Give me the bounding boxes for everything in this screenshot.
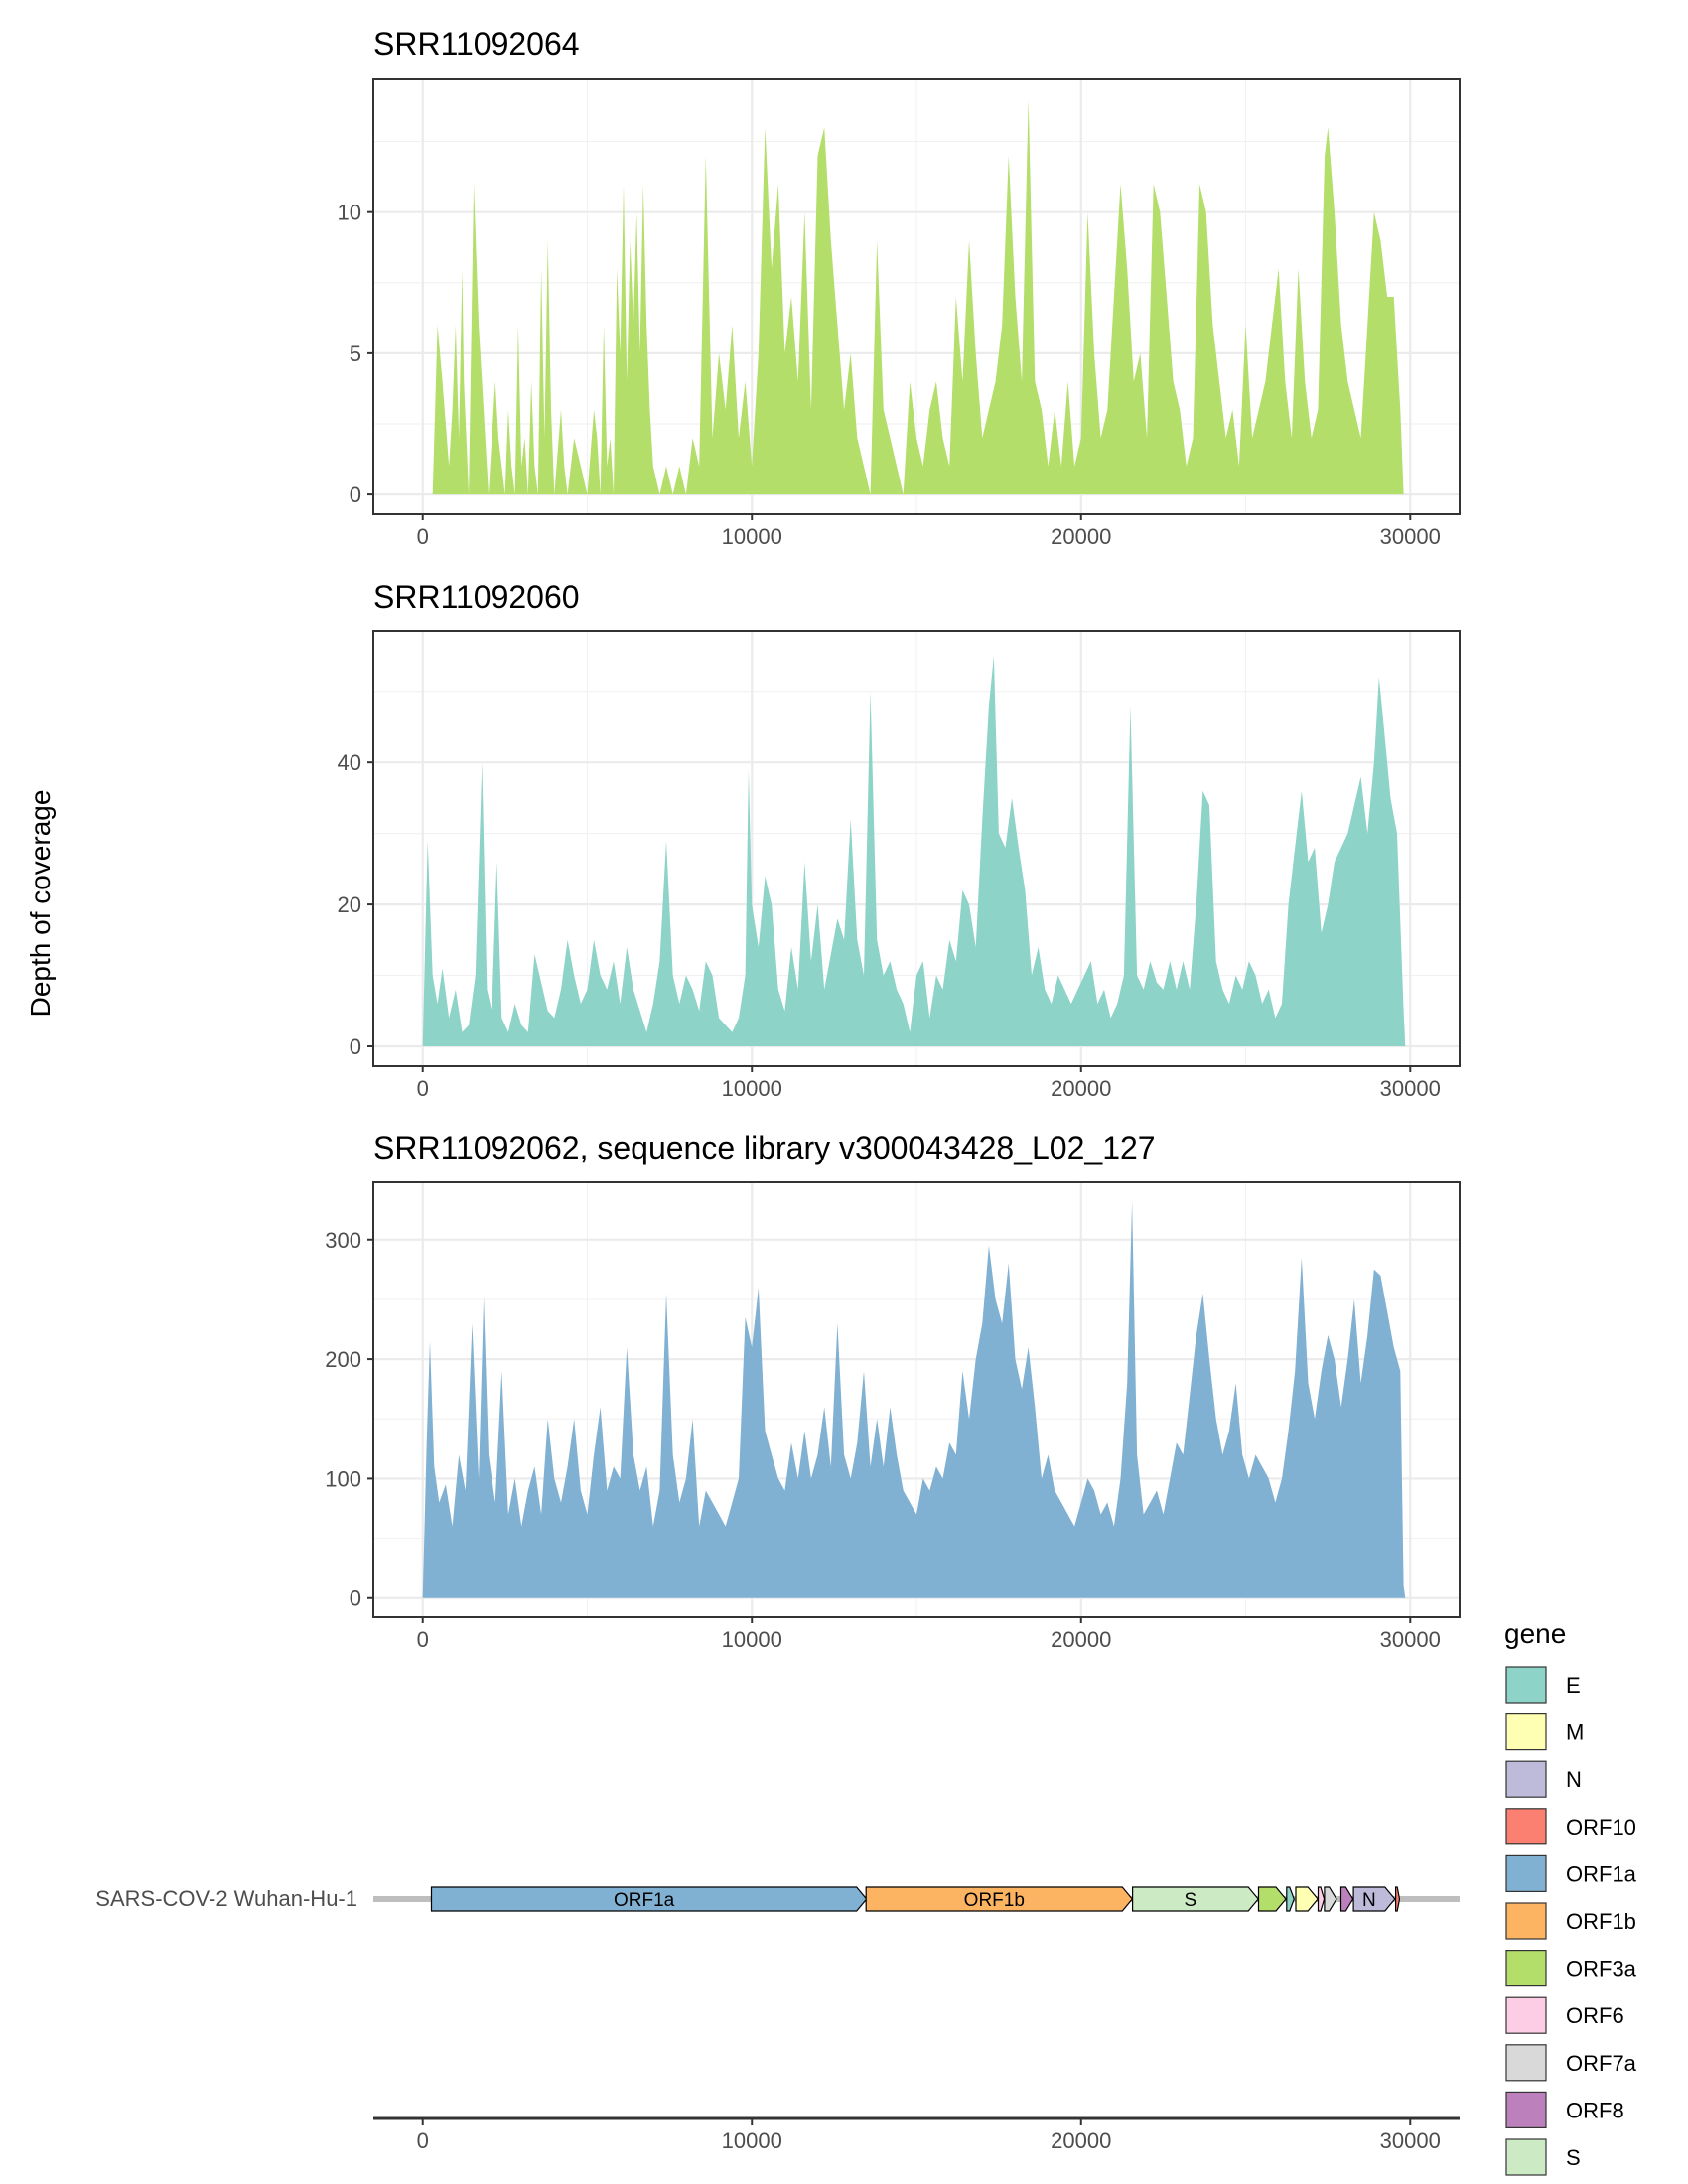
y-tick-label: 5 [350, 341, 361, 366]
gene-arrow [430, 1886, 868, 1912]
gene-label: ORF1a [614, 1890, 675, 1911]
x-tick-label: 0 [417, 1076, 429, 1101]
y-axis-label: Depth of coverage [25, 790, 56, 1018]
x-tick-label: 30000 [1380, 1627, 1441, 1652]
panel-title: SRR11092064 [373, 26, 580, 62]
panel-border [372, 630, 1461, 1067]
y-tick-label: 40 [338, 751, 361, 775]
legend-label: ORF6 [1566, 2003, 1624, 2028]
legend-key [1505, 1854, 1547, 1893]
genome-track: SARS-COV-2 Wuhan-Hu-1 ORF1a ORF1b S N 0 10000… [95, 1886, 1460, 2153]
legend-label: ORF3a [1566, 1957, 1637, 1981]
gene-arrow [1257, 1886, 1287, 1912]
gene-arrow [1286, 1886, 1295, 1912]
legend-label: ORF1a [1566, 1861, 1637, 1886]
panel-title: SRR11092062, sequence library v300043428… [373, 1130, 1156, 1165]
y-tick-label: 20 [338, 892, 361, 917]
y-tick-label: 0 [350, 482, 361, 507]
legend-key [1505, 1996, 1547, 2034]
gene-arrow [1324, 1886, 1337, 1912]
gene-arrow [1132, 1886, 1259, 1912]
legend-key [1505, 2091, 1547, 2128]
gene-arrow [1339, 1886, 1354, 1912]
gene-arrow [1317, 1886, 1326, 1912]
legend-label: ORF10 [1566, 1815, 1636, 1840]
track-x-tick-label: 10000 [722, 2128, 782, 2153]
legend-key [1505, 1666, 1547, 1704]
coverage-area [422, 98, 1404, 495]
y-tick-label: 10 [338, 201, 361, 225]
track-label: SARS-COV-2 Wuhan-Hu-1 [95, 1886, 357, 1911]
gene-arrow [1352, 1886, 1396, 1912]
track-x-tick-label: 30000 [1380, 2128, 1441, 2153]
legend-label: M [1566, 1720, 1584, 1745]
coverage-area [422, 1201, 1406, 1598]
coverage-panel: SRR11092064 0 10000 20000 30000 0 5 10 [338, 26, 1461, 549]
y-tick-label: 0 [350, 1034, 361, 1059]
gene-legend: gene EMN ORF10 ORF1a ORF1b ORF3a ORF6 ORF7a ORF… [1504, 1618, 1637, 2176]
coverage-panel: SRR11092062, sequence library v300043428… [325, 1130, 1461, 1652]
legend-key [1505, 1808, 1547, 1845]
gene-label: ORF1b [964, 1890, 1025, 1911]
coverage-panel: SRR11092060 0 10000 20000 30000 0 20 40 [338, 579, 1461, 1101]
panel-title: SRR11092060 [373, 579, 580, 614]
x-tick-label: 20000 [1051, 524, 1111, 549]
x-tick-label: 20000 [1051, 1076, 1111, 1101]
legend-label: E [1566, 1673, 1581, 1698]
y-tick-label: 0 [350, 1586, 361, 1611]
legend-label: S [1566, 2145, 1581, 2170]
legend-label: ORF8 [1566, 2098, 1624, 2122]
legend-key [1505, 1949, 1547, 1987]
coverage-area [422, 656, 1406, 1046]
legend-title: gene [1504, 1618, 1566, 1649]
x-tick-label: 10000 [722, 1627, 782, 1652]
legend-key [1505, 1902, 1547, 1940]
x-tick-label: 30000 [1380, 524, 1441, 549]
legend-key [1505, 1760, 1547, 1798]
x-tick-label: 10000 [722, 524, 782, 549]
legend-label: N [1566, 1767, 1582, 1792]
y-tick-label: 300 [325, 1228, 361, 1253]
gene-arrow [1395, 1886, 1401, 1912]
track-x-tick-label: 0 [417, 2128, 429, 2153]
gene-arrow [1295, 1886, 1319, 1912]
x-tick-label: 20000 [1051, 1627, 1111, 1652]
gene-label: N [1362, 1890, 1376, 1911]
panel-border [372, 78, 1461, 515]
track-x-tick-label: 20000 [1051, 2128, 1111, 2153]
legend-key [1505, 2138, 1547, 2176]
legend-label: ORF7a [1566, 2051, 1637, 2076]
legend-key [1505, 2044, 1547, 2082]
x-tick-label: 30000 [1380, 1076, 1441, 1101]
legend-label: ORF1b [1566, 1909, 1636, 1934]
x-tick-label: 10000 [722, 1076, 782, 1101]
x-tick-label: 0 [417, 1627, 429, 1652]
panel-border [372, 1181, 1461, 1618]
y-tick-label: 100 [325, 1466, 361, 1491]
legend-key [1505, 1712, 1547, 1751]
gene-arrow [865, 1886, 1134, 1912]
x-tick-label: 0 [417, 524, 429, 549]
gene-label: S [1185, 1890, 1197, 1911]
y-tick-label: 200 [325, 1347, 361, 1372]
